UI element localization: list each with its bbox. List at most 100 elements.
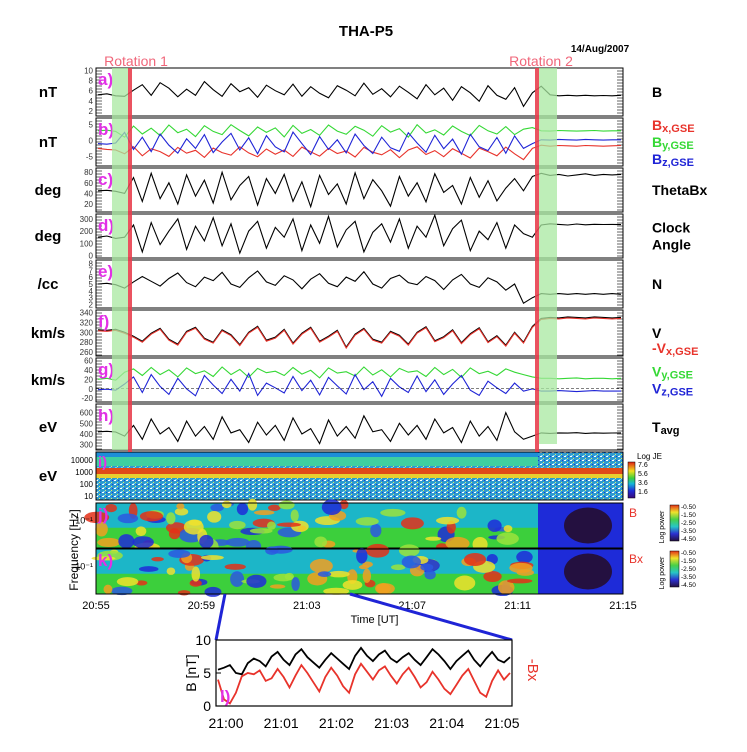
unit-label-g: km/s — [31, 372, 65, 389]
spectrogram-blob-j — [117, 513, 139, 524]
right-label-c: ThetaBx — [652, 182, 707, 198]
ytick-label-e: 5 — [89, 280, 94, 289]
series-line-b-0 — [97, 144, 622, 161]
spectrogram-blob-k — [138, 566, 159, 572]
right-label-k: Bx — [629, 552, 643, 566]
colorbar-tick-j: -0.50 — [681, 504, 696, 511]
panel-label-c: c) — [98, 170, 113, 189]
panel-label-k: k) — [98, 551, 113, 570]
ytick-label-g: 20 — [84, 375, 93, 384]
spectrogram-blob-j — [355, 517, 379, 526]
spectrogram-blob-j — [166, 512, 176, 525]
spectrogram-blob-k — [230, 571, 245, 587]
spectrogram-blob-j — [183, 519, 204, 535]
right-label-sub-g-1: z,GSE — [661, 387, 693, 399]
spectrogram-blob-j — [290, 509, 299, 522]
ytick-label-e: 2 — [89, 301, 94, 310]
right-label-d: Clock — [652, 220, 690, 236]
xtick-label-time: 20:59 — [188, 600, 216, 612]
ytick-label-a: 4 — [89, 97, 94, 106]
ytick-label-e: 3 — [89, 294, 94, 303]
unit-label-a: nT — [39, 84, 57, 101]
right-label-g-0: Vy,GSE — [652, 364, 693, 382]
spectrogram-blob-k — [189, 579, 202, 587]
ytick-label-d: 100 — [80, 239, 94, 248]
panel-k: 10⁻¹ k) Bx -0.50-1.50-2.50-3.50-4.50 Log pow… — [75, 543, 696, 597]
panel-label-b: b) — [98, 120, 114, 139]
ytick-label-e: 7 — [89, 266, 94, 275]
spectrogram-blob-j — [229, 520, 246, 530]
ytick-label-h: 400 — [80, 430, 94, 439]
colorbar-tick-k: -0.50 — [681, 550, 696, 557]
xtick-label-time: 21:15 — [609, 600, 637, 612]
ytick-label-l: 5 — [203, 665, 211, 681]
spectrogram-blob-j — [321, 499, 342, 515]
rotation-2-label: Rotation 2 — [509, 53, 573, 69]
spectrogram-blob-j — [276, 522, 301, 527]
panel-label-g: g) — [98, 360, 114, 379]
ytick-label-d: 200 — [80, 227, 94, 236]
colorbar-tick-i: 7.6 — [638, 462, 648, 469]
spectrogram-blob-j — [456, 506, 467, 519]
spectrogram-blob-k — [224, 563, 246, 570]
right-label-sub-b-2: z,GSE — [662, 157, 694, 169]
spectrogram-blob-k — [362, 561, 373, 568]
spectrogram-blob-j — [503, 525, 513, 533]
spectrogram-blob-k — [177, 590, 191, 596]
ytick-label-g: 40 — [84, 366, 93, 375]
spectrogram-i-peak — [96, 468, 623, 474]
rotation-2-line — [535, 68, 539, 452]
zoom-connector-right — [349, 592, 513, 642]
spectrogram-blob-k — [424, 569, 436, 580]
spectrogram-blob-j — [105, 503, 117, 513]
ytick-label-e: 4 — [89, 287, 94, 296]
series-line-d-0 — [97, 213, 622, 255]
xtick-label-l: 21:05 — [484, 715, 519, 731]
ytick-label-b: 0 — [89, 136, 94, 145]
series-line-l-1 — [217, 662, 511, 705]
xtick-label-l: 21:01 — [264, 715, 299, 731]
spectrogram-blob-k — [327, 570, 350, 578]
spectrogram-i-peak2 — [96, 474, 623, 478]
ytick-label-f: 300 — [80, 328, 94, 337]
colorbar-tick-k: -4.50 — [681, 582, 696, 589]
ytick-label-k: 10⁻¹ — [75, 561, 93, 571]
ytick-label-f: 340 — [80, 308, 94, 317]
ytick-label-f: 320 — [80, 318, 94, 327]
ytick-label-g: -20 — [81, 394, 93, 403]
right-label-e: N — [652, 276, 662, 292]
spectrogram-blob-k — [168, 549, 191, 558]
panel-i: 10000 1000 100 10 eV i) Log JE7.6 5.6 3.6 1.6 — [39, 451, 662, 501]
spectrogram-blob-k — [116, 577, 139, 587]
spectrogram-k-dark — [564, 553, 612, 590]
spectrogram-j-dark — [564, 507, 612, 544]
spectrogram-blob-k — [398, 544, 420, 557]
panel-label-i: i) — [98, 454, 107, 471]
spectrogram-blob-k — [323, 587, 350, 595]
spectrogram-blob-k — [362, 568, 372, 583]
spectrogram-blob-j — [97, 537, 121, 547]
spectrogram-blob-k — [284, 572, 294, 581]
spectrogram-blob-k — [103, 584, 113, 594]
xtick-label-time: 21:03 — [293, 600, 321, 612]
ytick-label-l: 0 — [203, 698, 211, 714]
ytick-label-i: 10000 — [71, 456, 94, 465]
spectrogram-blob-k — [166, 567, 176, 575]
ytick-label-b: 5 — [89, 120, 94, 129]
spectrogram-blob-k — [246, 574, 267, 588]
spectrogram-blob-j — [253, 510, 275, 516]
spectrogram-blob-j — [425, 536, 442, 541]
panel-label-e: e) — [98, 262, 113, 281]
right-label-f: V — [652, 325, 662, 341]
right-label-l: -Bx — [524, 659, 541, 682]
panel-label-j: j) — [97, 505, 108, 524]
spectrogram-blob-k — [91, 556, 116, 561]
panel-label-a: a) — [98, 70, 113, 89]
unit-label-i: eV — [39, 468, 57, 485]
spectrogram-blob-j — [210, 503, 224, 512]
spectrogram-blob-j — [199, 534, 214, 549]
spectrogram-blob-k — [291, 576, 300, 592]
